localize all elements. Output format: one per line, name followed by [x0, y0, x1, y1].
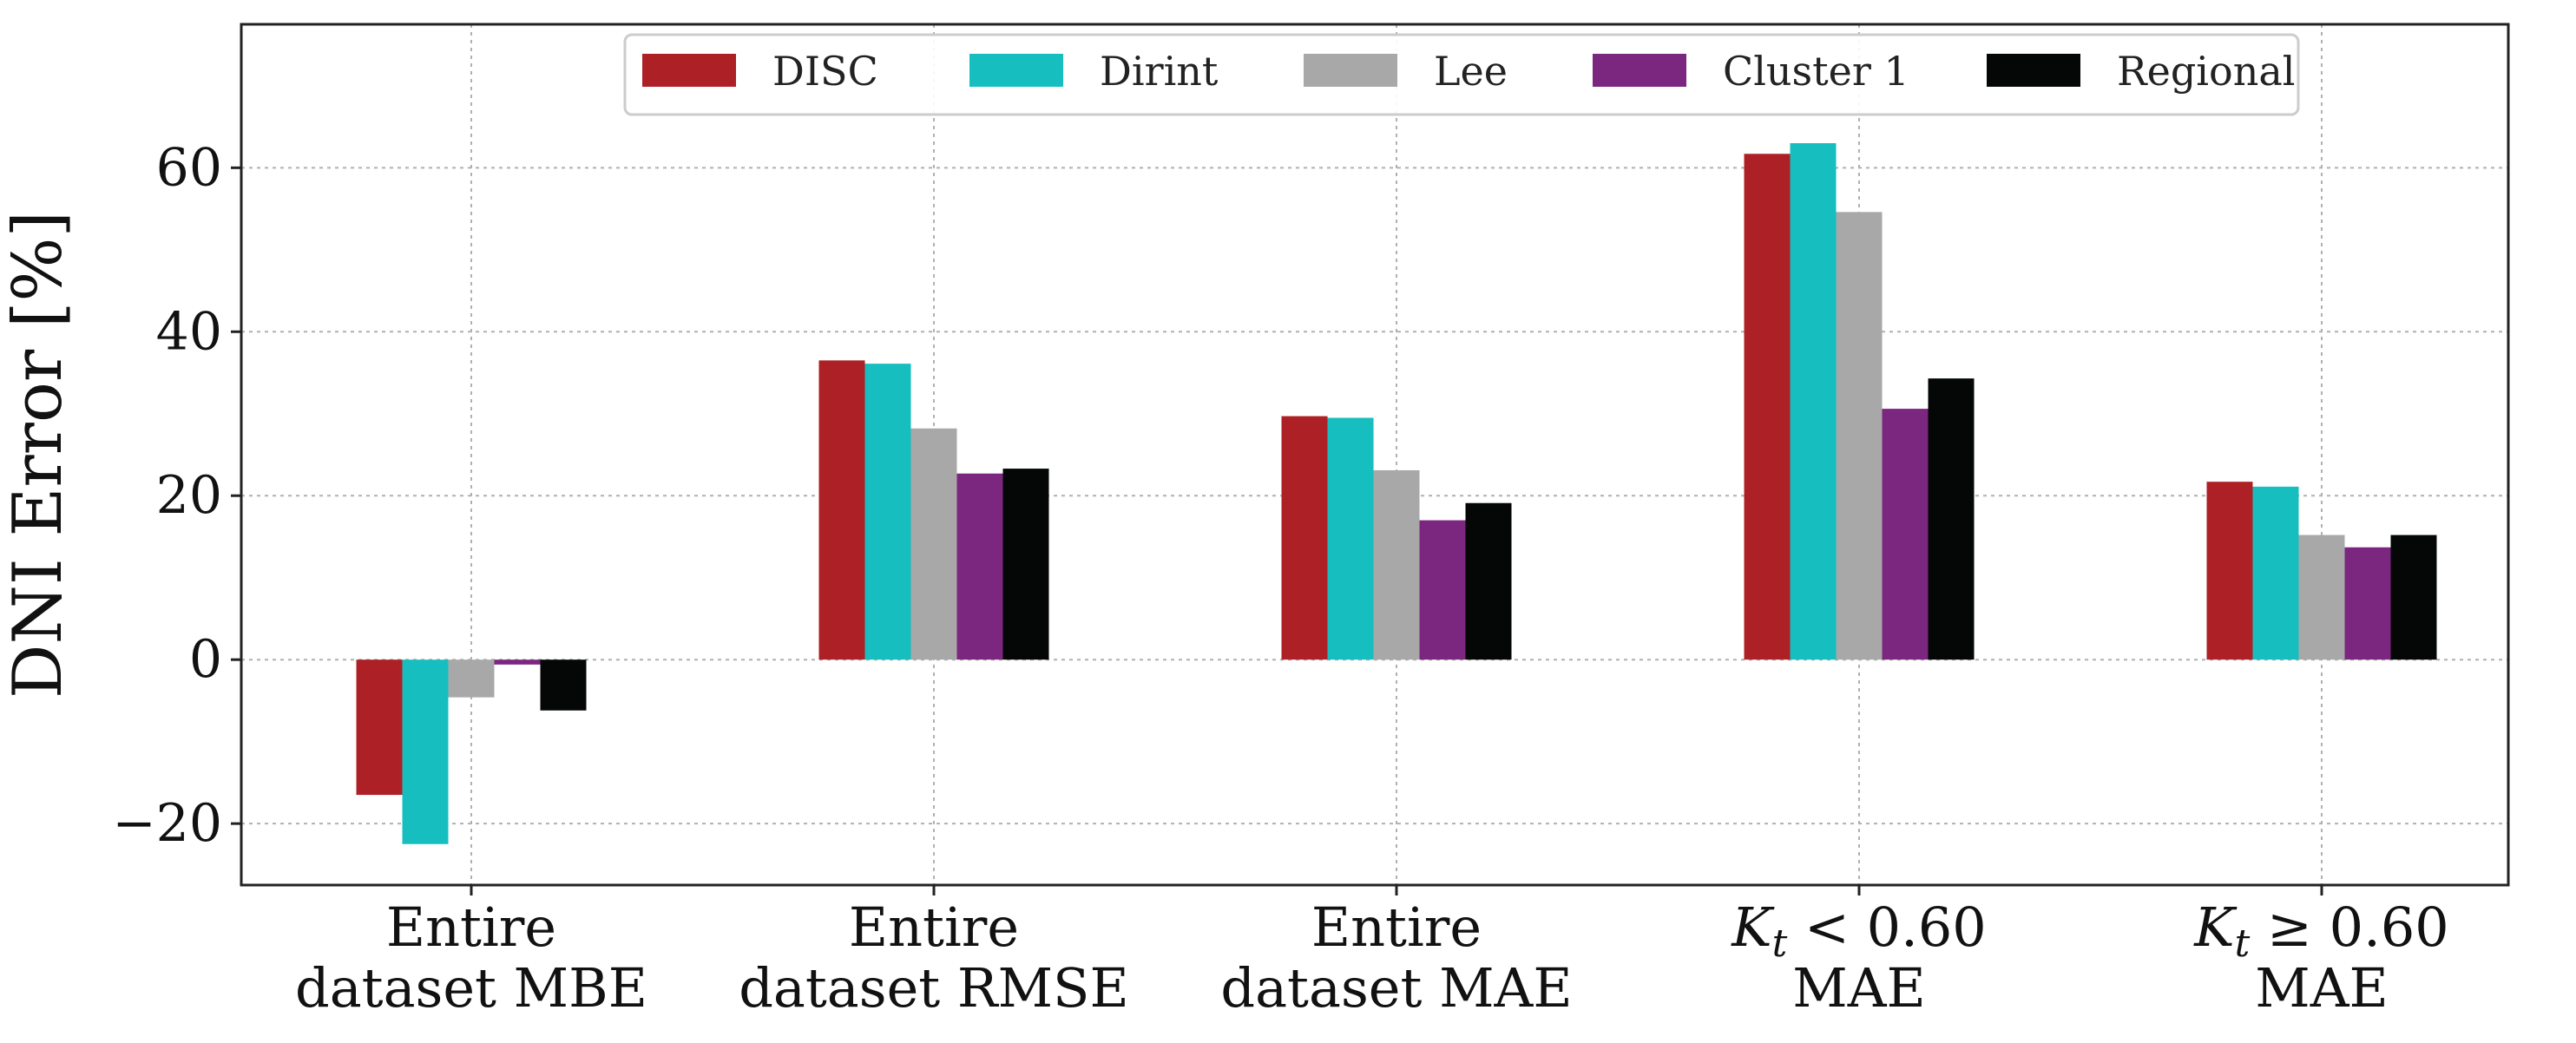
bar-cluster-1 [1882, 409, 1929, 660]
y-tick-label: 40 [156, 301, 222, 362]
legend-swatch-lee [1304, 54, 1397, 87]
bar-cluster-1 [2344, 547, 2391, 660]
x-category-label: dataset RMSE [739, 956, 1129, 1020]
bar-regional [2390, 535, 2437, 660]
bar-cluster-1 [956, 473, 1003, 660]
y-axis: −20 0 20 40 60 [112, 137, 241, 854]
y-tick-label: 0 [189, 629, 222, 690]
bar-cluster-1 [494, 659, 541, 665]
bar-disc [2206, 482, 2253, 660]
y-axis-label: DNI Error [%] [0, 211, 77, 699]
legend-label-lee: Lee [1434, 48, 1508, 95]
legend-label-disc: DISC [772, 48, 878, 95]
x-category-label: dataset MAE [1220, 956, 1572, 1020]
bar-dirint [864, 364, 911, 660]
y-tick-label: 60 [156, 137, 222, 198]
legend-swatch-cluster-1 [1593, 54, 1686, 87]
legend-swatch-dirint [969, 54, 1063, 87]
plot-frame [240, 23, 2510, 887]
legend-label-dirint: Dirint [1100, 48, 1219, 95]
bar-disc [356, 659, 403, 796]
bar-regional [1002, 469, 1049, 660]
x-category-label: MAE [1792, 956, 1926, 1020]
x-category-label: dataset MBE [295, 956, 647, 1020]
bars [356, 142, 2437, 844]
bar-regional [1928, 378, 1975, 660]
bar-lee [1836, 212, 1883, 660]
x-category-label: Entire [1311, 895, 1482, 959]
bar-disc [818, 360, 865, 660]
bar-regional [1465, 502, 1512, 660]
y-tick-label: 20 [156, 465, 222, 526]
bar-regional [540, 659, 587, 711]
bar-disc [1744, 154, 1791, 660]
legend-label-regional: Regional [2117, 48, 2295, 95]
x-category-label: Entire [386, 895, 556, 959]
bar-dirint [402, 659, 449, 844]
bar-lee [448, 659, 495, 698]
bar-dirint [1327, 417, 1374, 660]
legend: DISC Dirint Lee Cluster 1 Regional [623, 33, 2300, 116]
grid [241, 24, 2508, 885]
legend-label-cluster-1: Cluster 1 [1723, 48, 1909, 95]
bar-lee [2298, 535, 2345, 660]
x-category-label: Kt ≥ 0.60 [2193, 895, 2448, 966]
bar-dirint [2252, 486, 2299, 660]
y-tick-label: −20 [112, 793, 222, 854]
x-category-label: MAE [2255, 956, 2389, 1020]
x-category-label: Kt < 0.60 [1731, 895, 1986, 966]
bar-dirint [1790, 142, 1837, 660]
bar-disc [1281, 416, 1328, 660]
x-category-label: Entire [849, 895, 1019, 959]
legend-swatch-regional [1987, 54, 2080, 87]
bar-cluster-1 [1419, 520, 1466, 660]
bar-lee [910, 428, 957, 660]
legend-swatch-disc [642, 54, 736, 87]
bar-lee [1373, 469, 1420, 660]
